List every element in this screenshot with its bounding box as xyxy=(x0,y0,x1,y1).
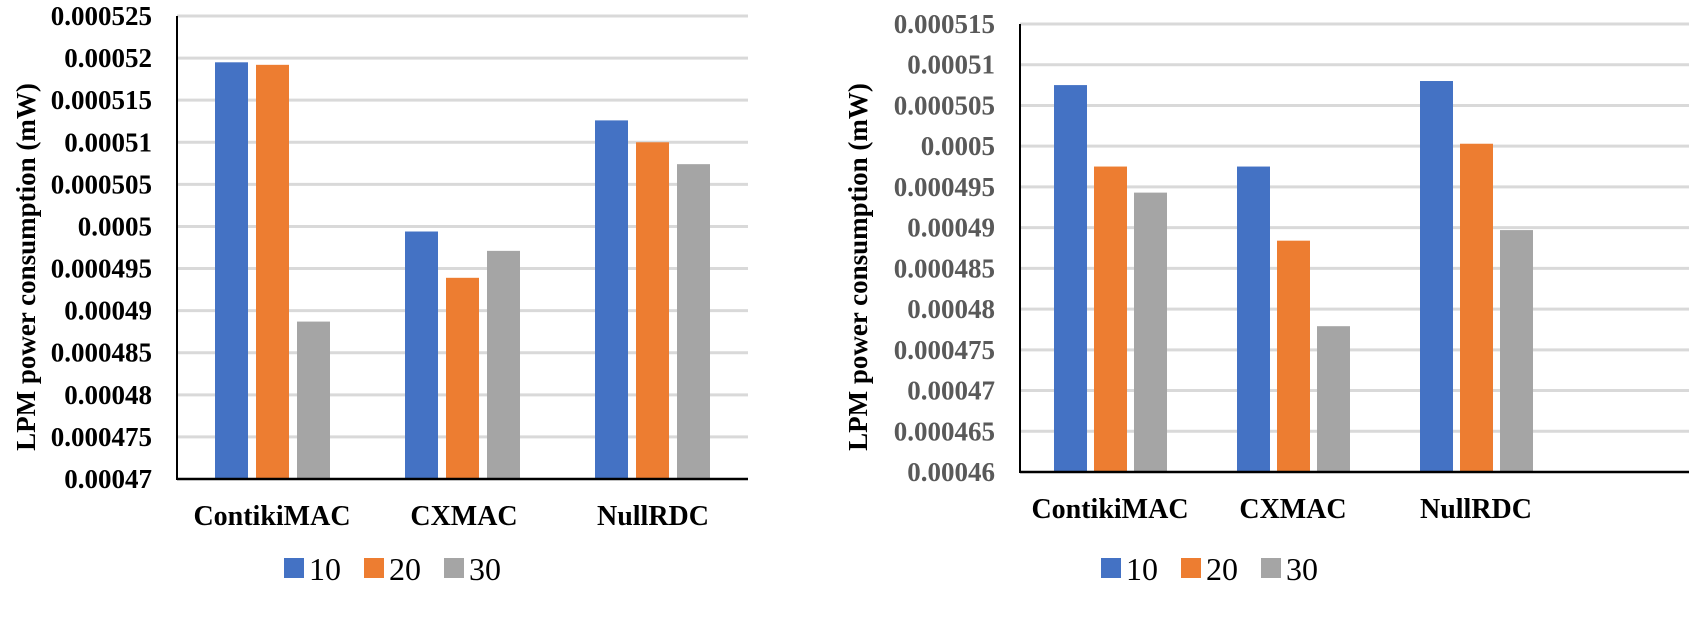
y-tick-label: 0.0005 xyxy=(78,211,152,241)
y-tick-label: 0.00048 xyxy=(907,294,995,324)
y-tick-label: 0.000485 xyxy=(51,338,152,368)
bar-nullrdc-series-10 xyxy=(595,120,628,480)
legend-label: 20 xyxy=(389,551,421,587)
bar-cxmac-series-10 xyxy=(1237,166,1270,472)
y-tick-label: 0.0005 xyxy=(921,131,995,161)
bar-nullrdc-series-20 xyxy=(636,142,669,480)
legend-swatch xyxy=(444,558,464,578)
bar-contikimac-series-20 xyxy=(1094,166,1127,472)
bar-cxmac-series-30 xyxy=(1317,326,1350,472)
chart-2: 0.00046 0.000465 0.00047 0.000475 0.00048 0.0… xyxy=(843,9,1689,587)
legend-label: 10 xyxy=(1126,551,1158,587)
legend: 10 20 30 xyxy=(284,551,501,587)
bar-nullrdc-series-20 xyxy=(1460,143,1493,473)
y-tick-label: 0.000505 xyxy=(894,90,995,120)
legend: 10 20 30 xyxy=(1101,551,1318,587)
y-tick-label: 0.000475 xyxy=(894,335,995,365)
y-tick-label: 0.00048 xyxy=(64,380,152,410)
x-category-label: ContikiMAC xyxy=(193,501,350,532)
x-category-label: CXMAC xyxy=(410,501,517,532)
bar-nullrdc-series-30 xyxy=(677,164,710,479)
bar-contikimac-series-20 xyxy=(256,64,289,480)
y-tick-label: 0.000475 xyxy=(51,422,152,452)
y-tick-label: 0.00047 xyxy=(907,376,995,406)
y-tick-label: 0.000515 xyxy=(894,9,995,39)
bar-cxmac-series-20 xyxy=(1277,240,1310,472)
y-tick-label: 0.000465 xyxy=(894,416,995,446)
bar-nullrdc-series-30 xyxy=(1500,230,1533,472)
y-tick-label: 0.00049 xyxy=(64,296,152,326)
x-category-label: ContikiMAC xyxy=(1031,494,1188,525)
bar-nullrdc-series-10 xyxy=(1420,81,1453,472)
x-category-label: CXMAC xyxy=(1239,494,1346,525)
legend-label: 30 xyxy=(469,551,501,587)
bar-contikimac-series-10 xyxy=(215,62,248,480)
y-tick-label: 0.00049 xyxy=(907,213,995,243)
bar-contikimac-series-10 xyxy=(1054,85,1087,472)
y-tick-label: 0.00051 xyxy=(907,50,995,80)
y-tick-label: 0.000515 xyxy=(51,85,152,115)
bar-contikimac-series-30 xyxy=(1134,192,1167,473)
chart-1: 0.00047 0.000475 0.00048 0.000485 0.00049 0.0… xyxy=(11,1,748,587)
legend-swatch xyxy=(1261,558,1281,578)
y-tick-label: 0.00052 xyxy=(64,43,152,73)
bar-cxmac-series-20 xyxy=(446,277,479,479)
y-tick-label: 0.000495 xyxy=(894,172,995,202)
legend-label: 30 xyxy=(1286,551,1318,587)
legend-label: 20 xyxy=(1206,551,1238,587)
x-category-label: NullRDC xyxy=(597,501,709,532)
y-axis-title: LPM power consumption (mW) xyxy=(11,83,41,451)
y-tick-label: 0.000485 xyxy=(894,253,995,283)
bar-contikimac-series-30 xyxy=(297,321,330,479)
legend-swatch xyxy=(1181,558,1201,578)
x-category-label: NullRDC xyxy=(1420,494,1532,525)
legend-label: 10 xyxy=(309,551,341,587)
legend-swatch xyxy=(284,558,304,578)
y-tick-label: 0.000495 xyxy=(51,254,152,284)
y-tick-label: 0.00047 xyxy=(64,464,152,494)
bar-cxmac-series-10 xyxy=(405,231,438,479)
bar-cxmac-series-30 xyxy=(487,250,520,479)
y-tick-label: 0.00051 xyxy=(64,127,152,157)
y-tick-label: 0.00046 xyxy=(907,457,995,487)
y-tick-label: 0.000505 xyxy=(51,169,152,199)
y-tick-label: 0.000525 xyxy=(51,1,152,31)
legend-swatch xyxy=(1101,558,1121,578)
y-axis-title: LPM power consumption (mW) xyxy=(843,83,873,451)
legend-swatch xyxy=(364,558,384,578)
